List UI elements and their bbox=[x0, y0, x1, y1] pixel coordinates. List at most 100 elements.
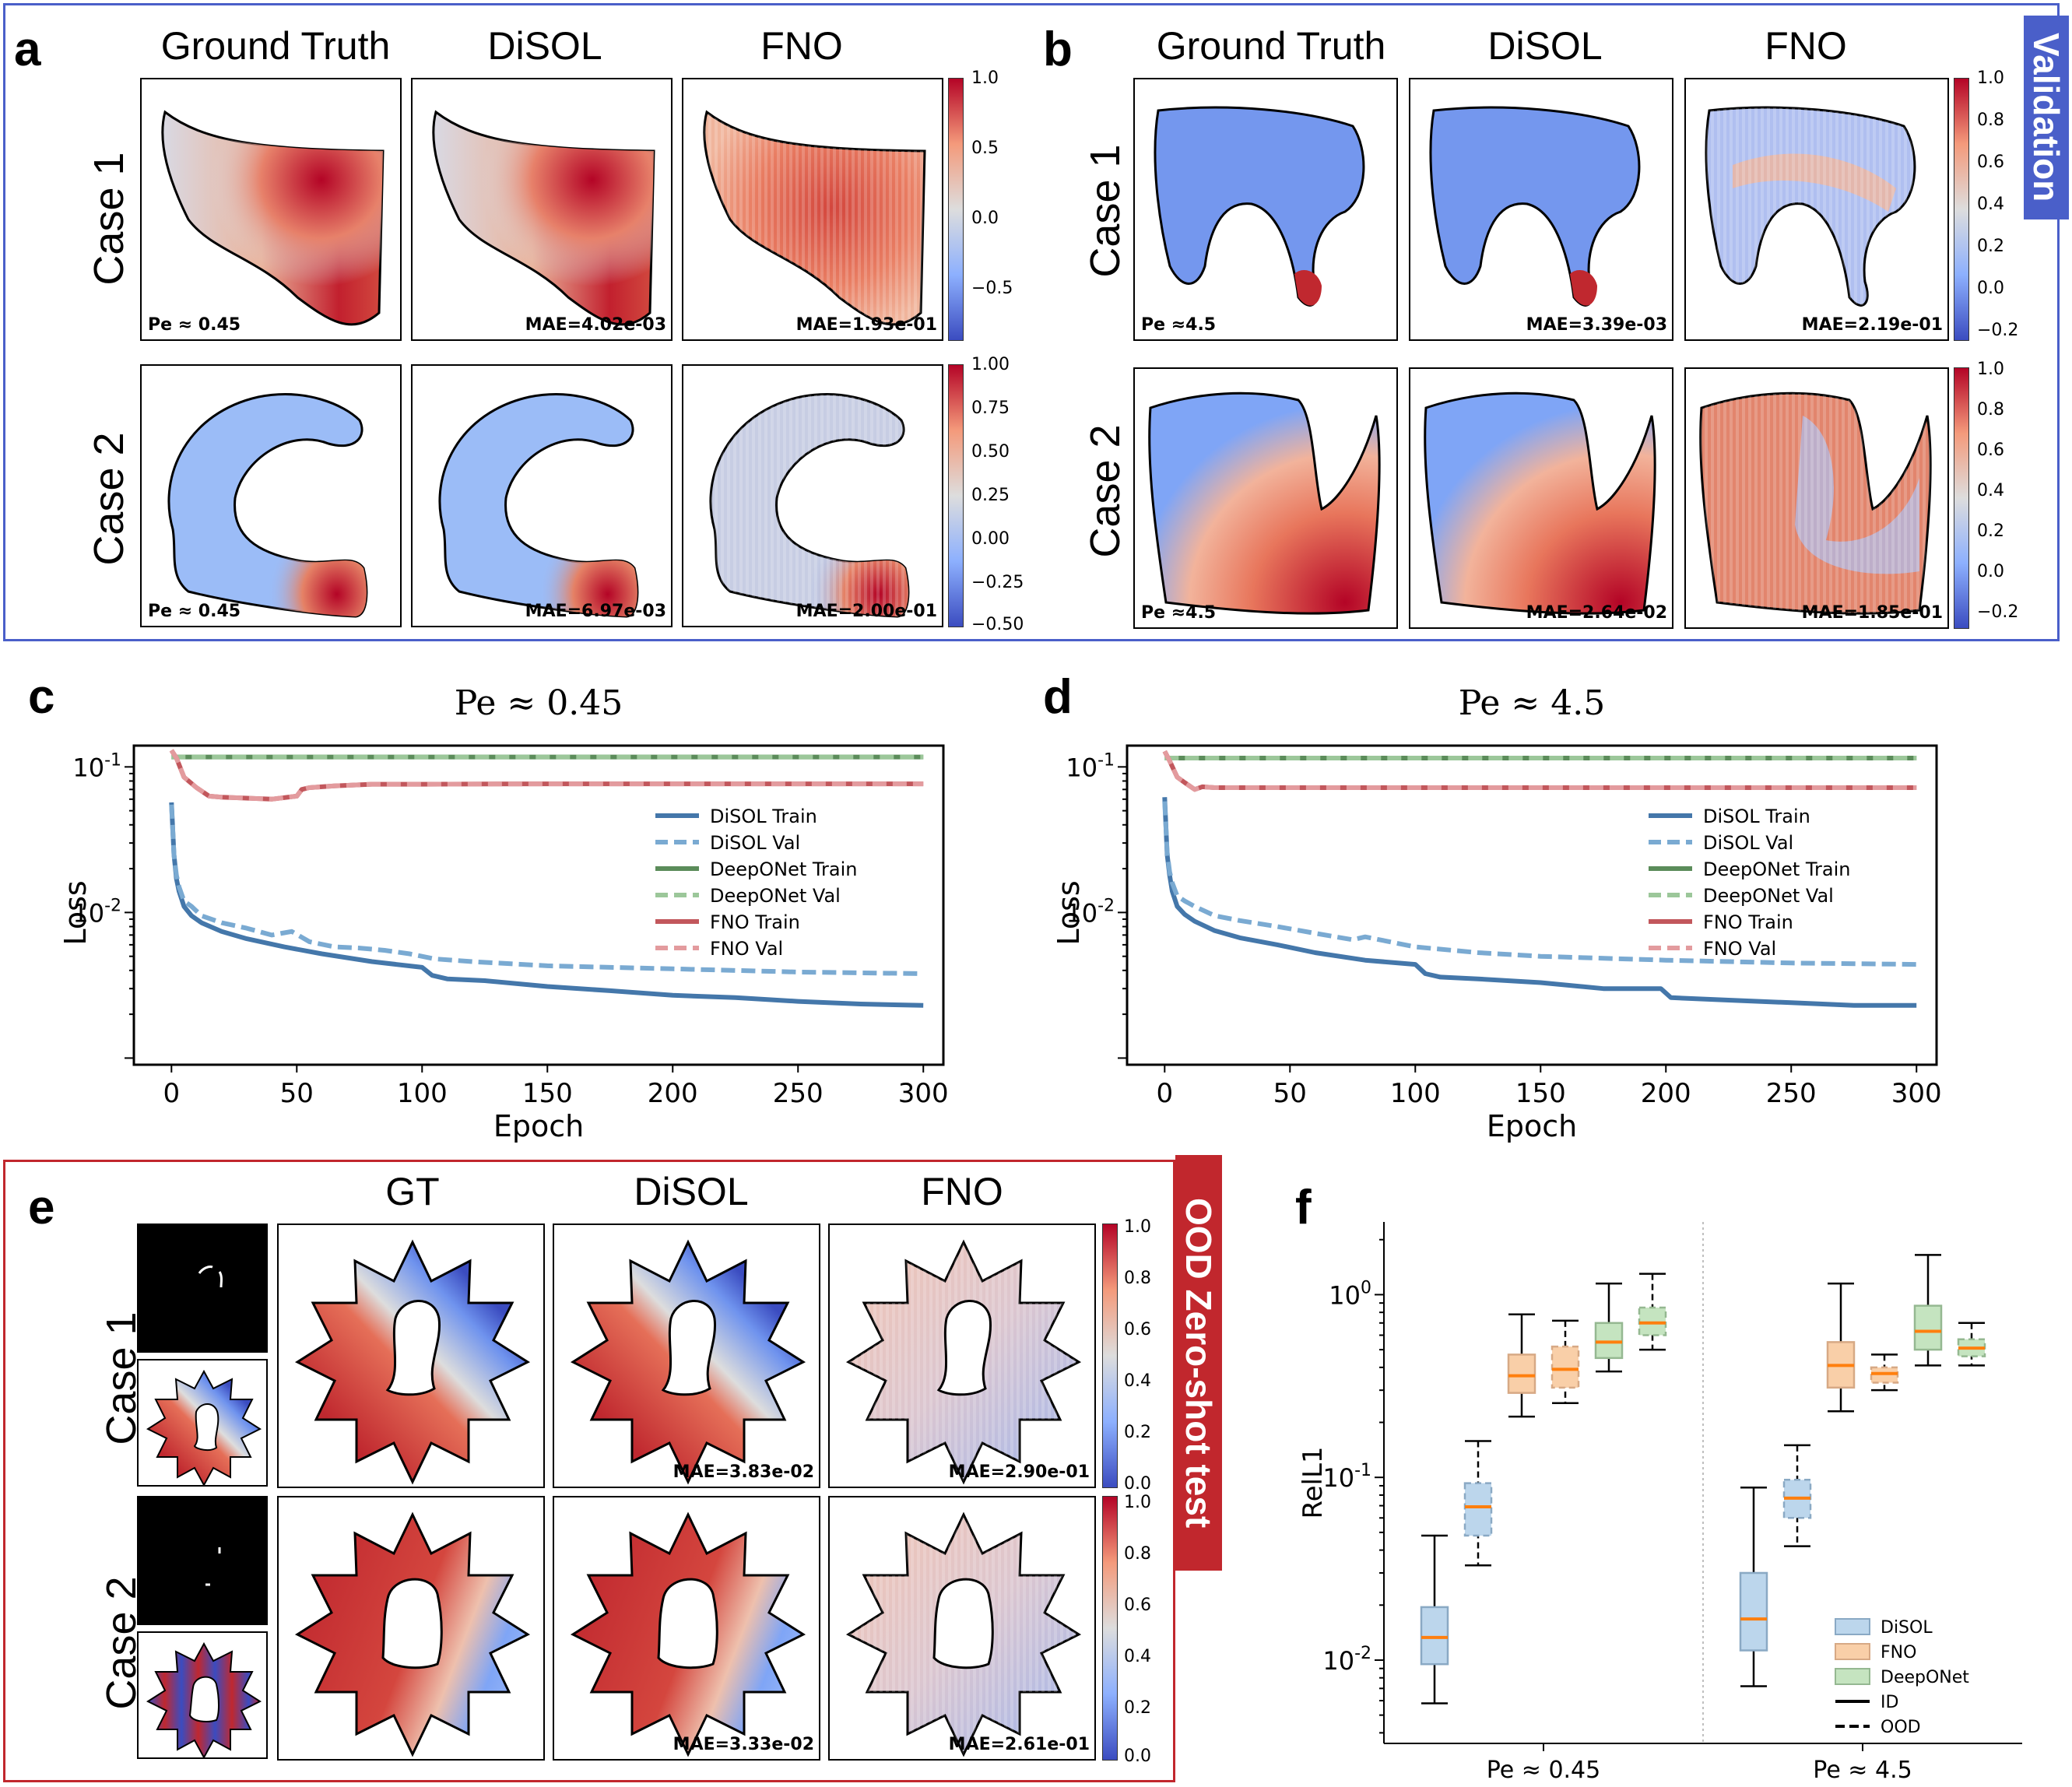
legend-label: DiSOL Val bbox=[710, 832, 800, 854]
legend-label: DiSOL Val bbox=[1703, 832, 1793, 854]
mae-fno-a2: MAE=2.00e-01 bbox=[795, 602, 937, 621]
x-tick-label: 100 bbox=[397, 1078, 448, 1109]
x-tick-label: 150 bbox=[1515, 1078, 1566, 1109]
validation-frame bbox=[3, 3, 2060, 641]
y-axis-label: RelL1 bbox=[1298, 1446, 1329, 1518]
mae-fno-e2: MAE=2.61e-01 bbox=[948, 1735, 1090, 1754]
mae-disol-e1: MAE=3.83e-02 bbox=[673, 1462, 814, 1482]
colorbar-b2 bbox=[1954, 367, 1969, 629]
cbar-tick: 0.2 bbox=[1977, 237, 2004, 256]
box-fno-id bbox=[1507, 1353, 1536, 1394]
field-e-case1-fno: MAE=2.90e-01 bbox=[828, 1224, 1096, 1488]
cbar-tick: 0.6 bbox=[1977, 441, 2004, 460]
chart-title: Pe ≈ 0.45 bbox=[455, 683, 623, 723]
legend-label: DeepONet Val bbox=[1703, 885, 1834, 907]
legend-label: FNO bbox=[1881, 1643, 1916, 1662]
x-tick-label: 300 bbox=[898, 1078, 949, 1109]
series-line-disol-val bbox=[169, 804, 924, 976]
col-title-a-fno: FNO bbox=[760, 24, 843, 68]
y-tick-label: 10-1 bbox=[1066, 750, 1115, 782]
legend-label: FNO Val bbox=[1703, 938, 1776, 960]
x-tick-label: 250 bbox=[773, 1078, 824, 1109]
cbar-tick: 0.00 bbox=[971, 529, 1010, 549]
row-label-b-case2: Case 2 bbox=[1082, 424, 1129, 558]
legend-label: FNO Train bbox=[1703, 911, 1793, 933]
col-title-a-gt: Ground Truth bbox=[160, 24, 391, 68]
mae-disol-b1: MAE=3.39e-03 bbox=[1526, 315, 1667, 335]
y-tick-label: 10-2 bbox=[72, 896, 121, 928]
panel-label-b: b bbox=[1043, 23, 1073, 76]
field-e-case2-disol: MAE=3.33e-02 bbox=[553, 1496, 820, 1761]
source-mask-case2 bbox=[137, 1496, 268, 1625]
cbar-tick: 0.8 bbox=[1124, 1544, 1151, 1564]
field-b-case2-gt: Pe ≈4.5 bbox=[1133, 367, 1398, 629]
field-e-case2-fno: MAE=2.61e-01 bbox=[828, 1496, 1096, 1761]
series-line-fno-val bbox=[1162, 750, 1917, 792]
field-a-case2-fno: MAE=2.00e-01 bbox=[682, 364, 943, 627]
cbar-tick: 0.4 bbox=[1977, 481, 2004, 500]
field-a-case1-disol: MAE=4.02e-03 bbox=[411, 78, 673, 341]
field-b-case2-disol: MAE=2.64e-02 bbox=[1409, 367, 1673, 629]
series-line-fno-val bbox=[169, 749, 924, 802]
x-tick-label: 300 bbox=[1891, 1078, 1942, 1109]
col-title-b-gt: Ground Truth bbox=[1156, 24, 1386, 68]
mae-disol-b2: MAE=2.64e-02 bbox=[1526, 603, 1667, 623]
colorbar-a1 bbox=[948, 78, 964, 341]
x-tick-label: 200 bbox=[1641, 1078, 1691, 1109]
legend-label: DiSOL bbox=[1881, 1618, 1933, 1638]
series-line-disol-train bbox=[1162, 797, 1917, 1008]
plot-area bbox=[1126, 744, 1938, 1066]
cbar-tick: 0.4 bbox=[1124, 1371, 1151, 1391]
box-disol-id bbox=[1739, 1571, 1768, 1652]
cbar-tick: −0.5 bbox=[971, 279, 1013, 298]
series-line-disol-train bbox=[169, 802, 924, 1008]
mae-disol-e2: MAE=3.33e-02 bbox=[673, 1735, 814, 1754]
ood-tag: OOD Zero-shot test bbox=[1175, 1155, 1222, 1571]
cbar-tick: 0.6 bbox=[1977, 153, 2004, 172]
series-line-disol-val bbox=[1162, 801, 1917, 967]
pe-annotation: Pe ≈ 0.45 bbox=[148, 315, 241, 335]
x-axis-label: Epoch bbox=[493, 1109, 584, 1143]
cbar-tick: 0.6 bbox=[1124, 1320, 1151, 1339]
row-label-b-case1: Case 1 bbox=[1082, 144, 1129, 278]
plot-area bbox=[132, 744, 945, 1066]
box-deeponet-id bbox=[1913, 1304, 1943, 1351]
x-tick-label: 0 bbox=[1156, 1078, 1173, 1109]
panel-label-d: d bbox=[1043, 670, 1073, 724]
box-deeponet-ood bbox=[1638, 1306, 1667, 1336]
box-disol-id bbox=[1420, 1606, 1449, 1666]
field-b-case2-fno: MAE=1.85e-01 bbox=[1684, 367, 1949, 629]
cbar-tick: 0.0 bbox=[971, 209, 999, 228]
x-tick-label: 50 bbox=[280, 1078, 314, 1109]
field-a-case2-gt: Pe ≈ 0.45 bbox=[140, 364, 402, 627]
legend-label: DeepONet Train bbox=[710, 858, 857, 880]
field-e-case1-gt bbox=[277, 1224, 545, 1488]
legend-label: DeepONet Val bbox=[710, 885, 841, 907]
x-tick-label: 150 bbox=[522, 1078, 573, 1109]
ood-frame bbox=[3, 1160, 1175, 1782]
colorbar-e2 bbox=[1102, 1496, 1118, 1761]
group-label: Pe ≈ 4.5 bbox=[1813, 1757, 1912, 1782]
pe-annotation: Pe ≈ 0.45 bbox=[148, 602, 241, 621]
field-a-case1-gt: Pe ≈ 0.45 bbox=[140, 78, 402, 341]
legend-label: DeepONet bbox=[1881, 1668, 1969, 1687]
input-thumb-case1 bbox=[137, 1359, 268, 1487]
legend-swatch bbox=[1835, 1668, 1870, 1685]
relL1-boxplot: 100 10-1 10-2 RelL1 Pe ≈ 0.45 Pe ≈ 4.5 DiSOL FN… bbox=[1298, 1222, 2022, 1782]
cbar-tick: 0.2 bbox=[1124, 1698, 1151, 1718]
pe-annotation: Pe ≈4.5 bbox=[1141, 315, 1217, 335]
loss-chart-c: Pe ≈ 0.45 0 50 100 150 200 250 300 10-1 10-2 Epoch… bbox=[58, 683, 949, 1143]
colorbar-b1 bbox=[1954, 78, 1969, 341]
source-mask-case1 bbox=[137, 1224, 268, 1353]
y-tick-label: 10-1 bbox=[72, 750, 121, 782]
chart-title: Pe ≈ 4.5 bbox=[1459, 683, 1605, 723]
cbar-tick: 0.0 bbox=[1977, 562, 2004, 581]
col-title-a-disol: DiSOL bbox=[487, 24, 602, 68]
x-axis-label: Epoch bbox=[1487, 1109, 1577, 1143]
cbar-tick: 0.8 bbox=[1977, 111, 2004, 130]
field-a-case2-disol: MAE=6.97e-03 bbox=[411, 364, 673, 627]
cbar-tick: 0.6 bbox=[1124, 1596, 1151, 1615]
validation-tag: Validation bbox=[2024, 16, 2069, 219]
row-label-a-case2: Case 2 bbox=[86, 432, 132, 566]
legend-label: DeepONet Train bbox=[1703, 858, 1850, 880]
